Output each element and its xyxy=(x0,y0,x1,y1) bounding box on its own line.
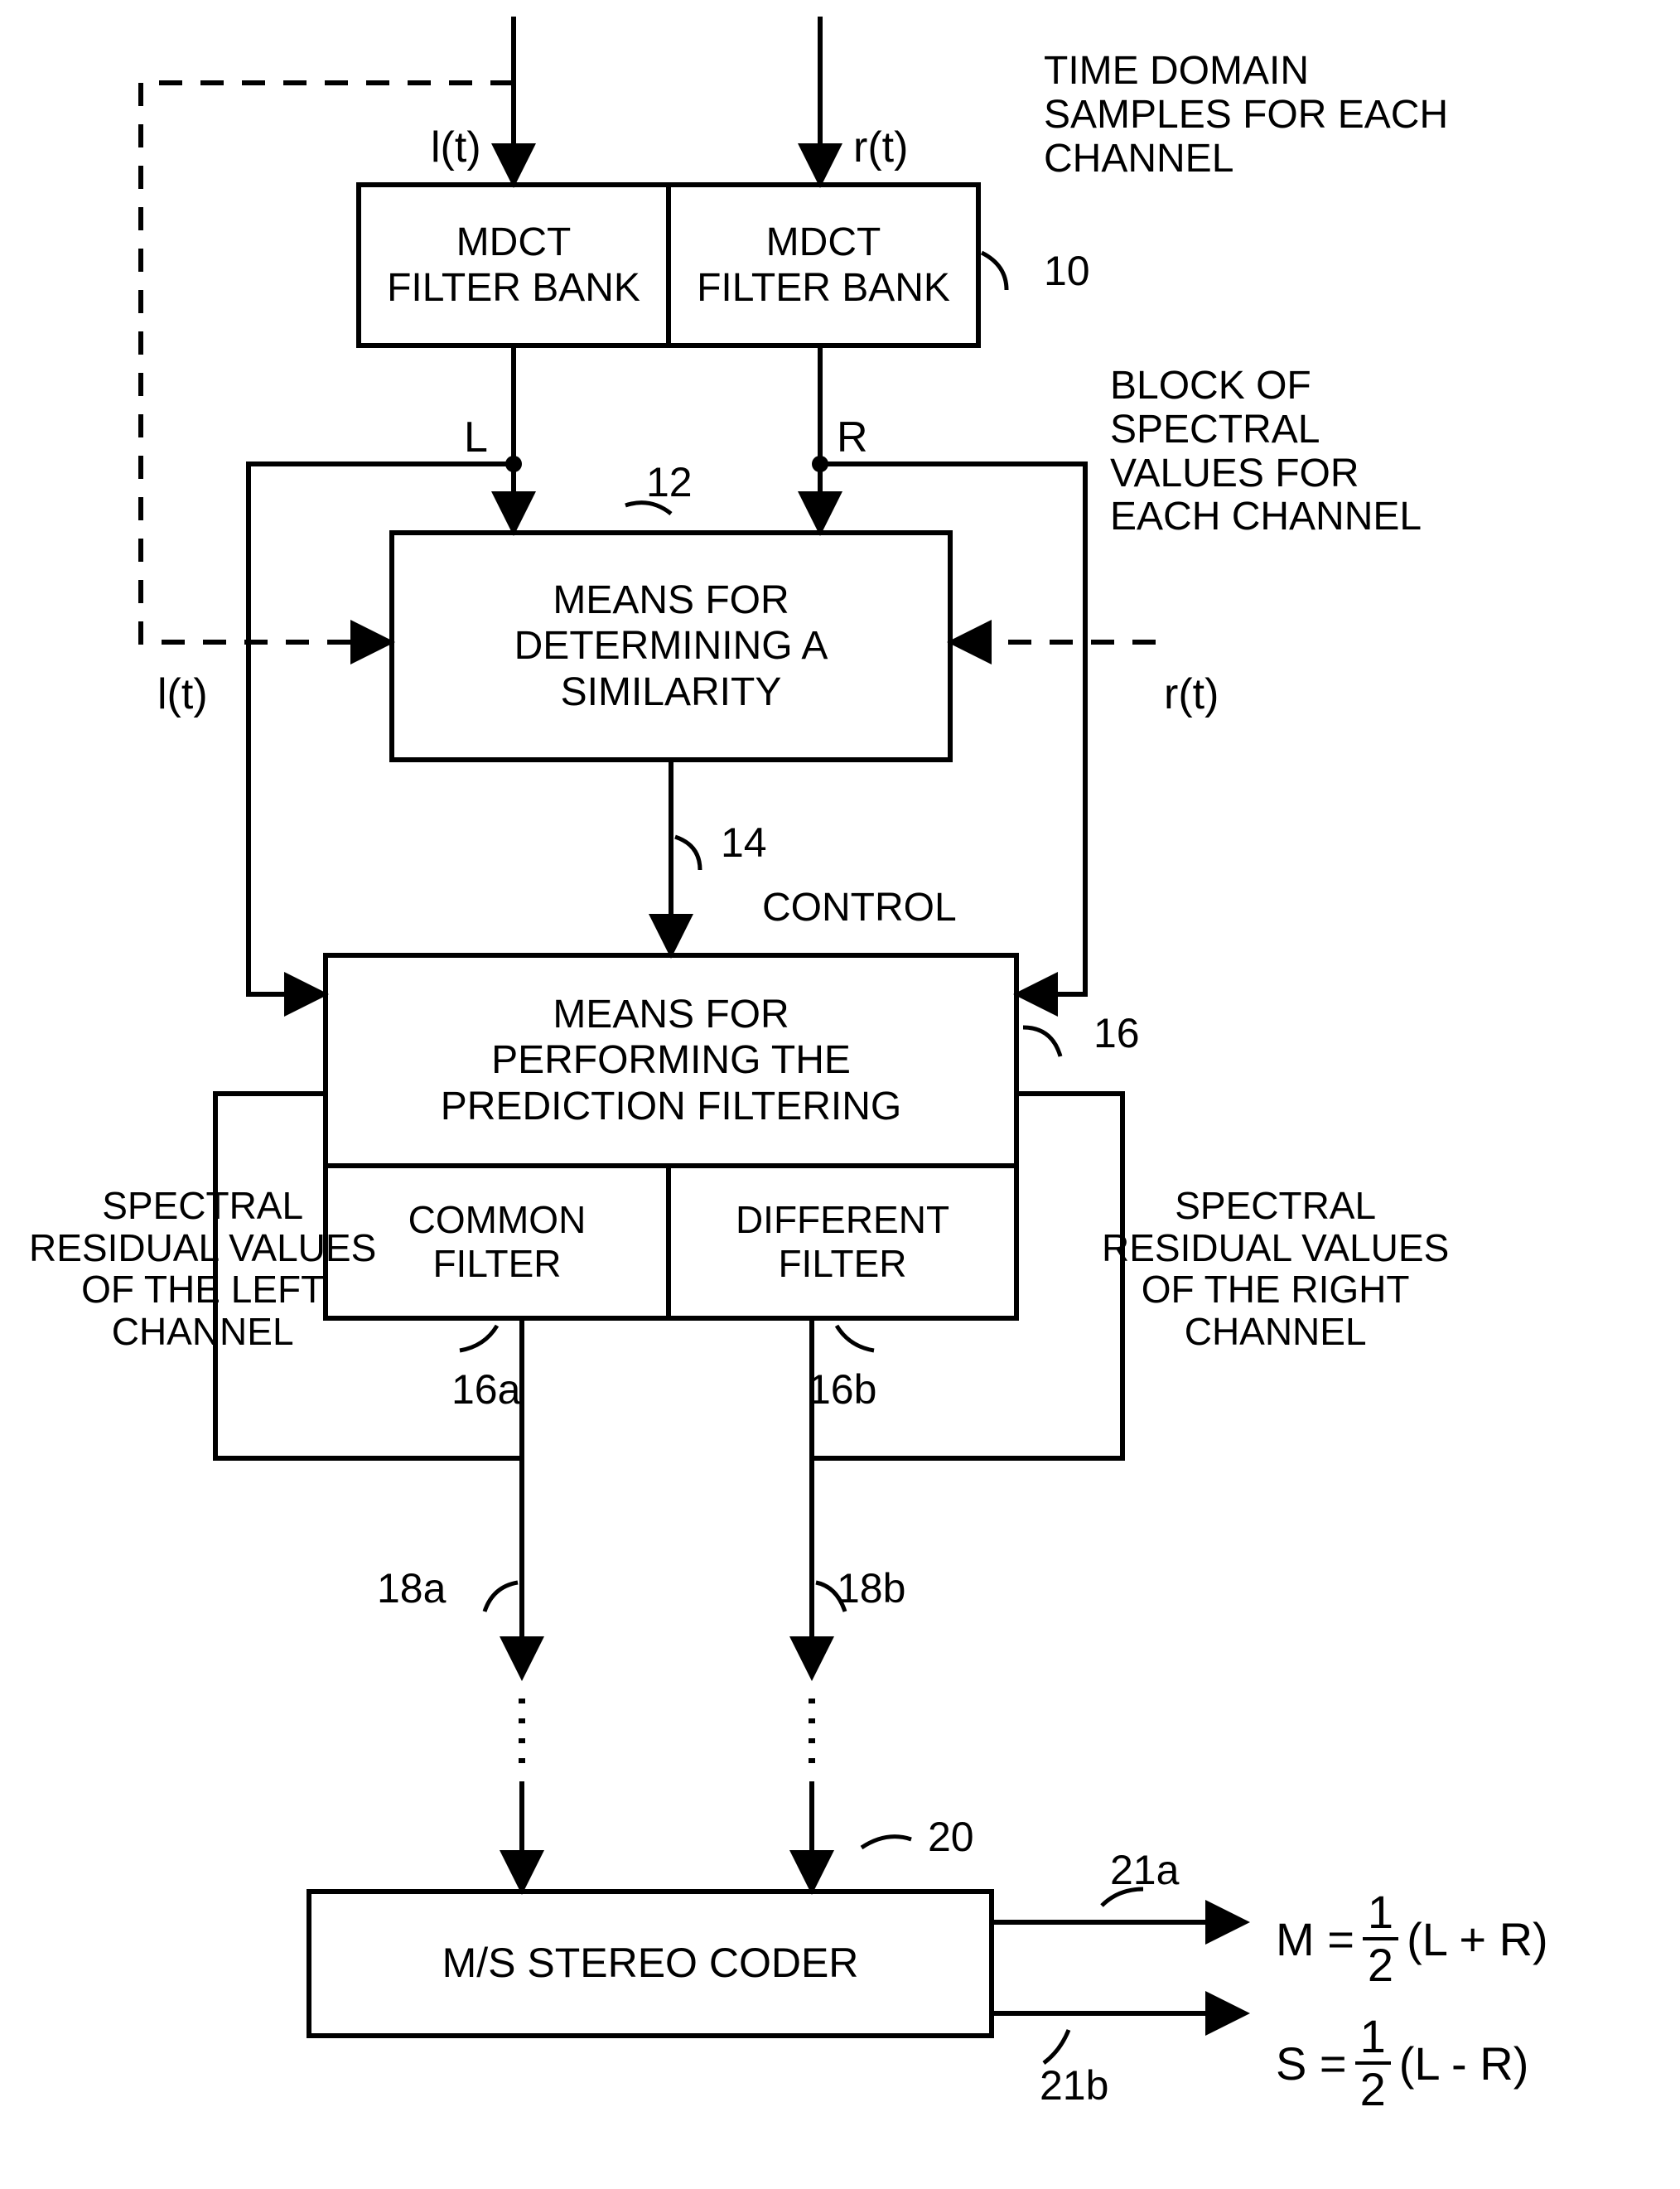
eq-S-rhs: (L - R) xyxy=(1399,2037,1529,2090)
prediction-text: MEANS FORPERFORMING THEPREDICTION FILTER… xyxy=(441,992,901,1129)
eq-M-lhs: M = xyxy=(1276,1912,1354,1966)
control-label: CONTROL xyxy=(762,887,957,930)
stereo-coder-text: M/S STEREO CODER xyxy=(442,1940,859,1988)
prediction-box: MEANS FORPERFORMING THEPREDICTION FILTER… xyxy=(323,953,1019,1168)
similarity-text: MEANS FORDETERMINING ASIMILARITY xyxy=(514,577,828,715)
residual-left-ref: 18a xyxy=(377,1566,446,1612)
eq-M-frac-num: 1 xyxy=(1363,1889,1398,1940)
eq-S-frac-num: 1 xyxy=(1355,2013,1391,2065)
stereo-out-top-ref: 21a xyxy=(1110,1848,1179,1893)
eq-M-frac-den: 2 xyxy=(1363,1940,1398,1988)
different-filter-ref: 16b xyxy=(808,1367,876,1413)
mdct-right-box: MDCTFILTER BANK xyxy=(666,182,981,348)
similarity-left-in: l(t) xyxy=(157,671,208,718)
mdct-right-text: MDCTFILTER BANK xyxy=(697,220,950,311)
mdct-left-text: MDCTFILTER BANK xyxy=(387,220,640,311)
spectral-block-label: BLOCK OFSPECTRALVALUES FOREACH CHANNEL xyxy=(1110,365,1422,539)
prediction-ref: 16 xyxy=(1093,1011,1140,1056)
common-filter-text: COMMONFILTER xyxy=(408,1198,587,1286)
equation-M: M = 1 2 (L + R) xyxy=(1276,1889,1548,1988)
different-filter-text: DIFFERENTFILTER xyxy=(736,1198,949,1286)
residual-right-label: SPECTRALRESIDUAL VALUESOF THE RIGHTCHANN… xyxy=(1102,1185,1449,1352)
eq-S-frac: 1 2 xyxy=(1355,2013,1391,2113)
residual-right-ref: 18b xyxy=(837,1566,905,1612)
mdct-ref: 10 xyxy=(1044,249,1090,294)
similarity-ref: 12 xyxy=(646,460,693,505)
input-left-label: l(t) xyxy=(431,124,481,172)
stereo-coder-box: M/S STEREO CODER xyxy=(307,1889,994,2038)
similarity-box: MEANS FORDETERMINING ASIMILARITY xyxy=(389,530,953,762)
mdct-out-R: R xyxy=(837,414,868,461)
stereo-out-bot-ref: 21b xyxy=(1040,2063,1108,2109)
similarity-right-in: r(t) xyxy=(1164,671,1219,718)
eq-S-lhs: S = xyxy=(1276,2037,1347,2090)
mdct-out-L: L xyxy=(464,414,488,461)
eq-M-rhs: (L + R) xyxy=(1407,1912,1548,1966)
mdct-left-box: MDCTFILTER BANK xyxy=(356,182,671,348)
time-domain-label: TIME DOMAINSAMPLES FOR EACHCHANNEL xyxy=(1044,50,1448,181)
stereo-ref: 20 xyxy=(928,1815,974,1860)
different-filter-box: DIFFERENTFILTER xyxy=(666,1163,1019,1321)
common-filter-ref: 16a xyxy=(451,1367,520,1413)
input-right-label: r(t) xyxy=(853,124,908,172)
control-ref: 14 xyxy=(721,820,767,866)
equation-S: S = 1 2 (L - R) xyxy=(1276,2013,1528,2113)
eq-M-frac: 1 2 xyxy=(1363,1889,1398,1988)
eq-S-frac-den: 2 xyxy=(1355,2065,1391,2113)
residual-left-label: SPECTRALRESIDUAL VALUESOF THE LEFTCHANNE… xyxy=(29,1185,376,1352)
